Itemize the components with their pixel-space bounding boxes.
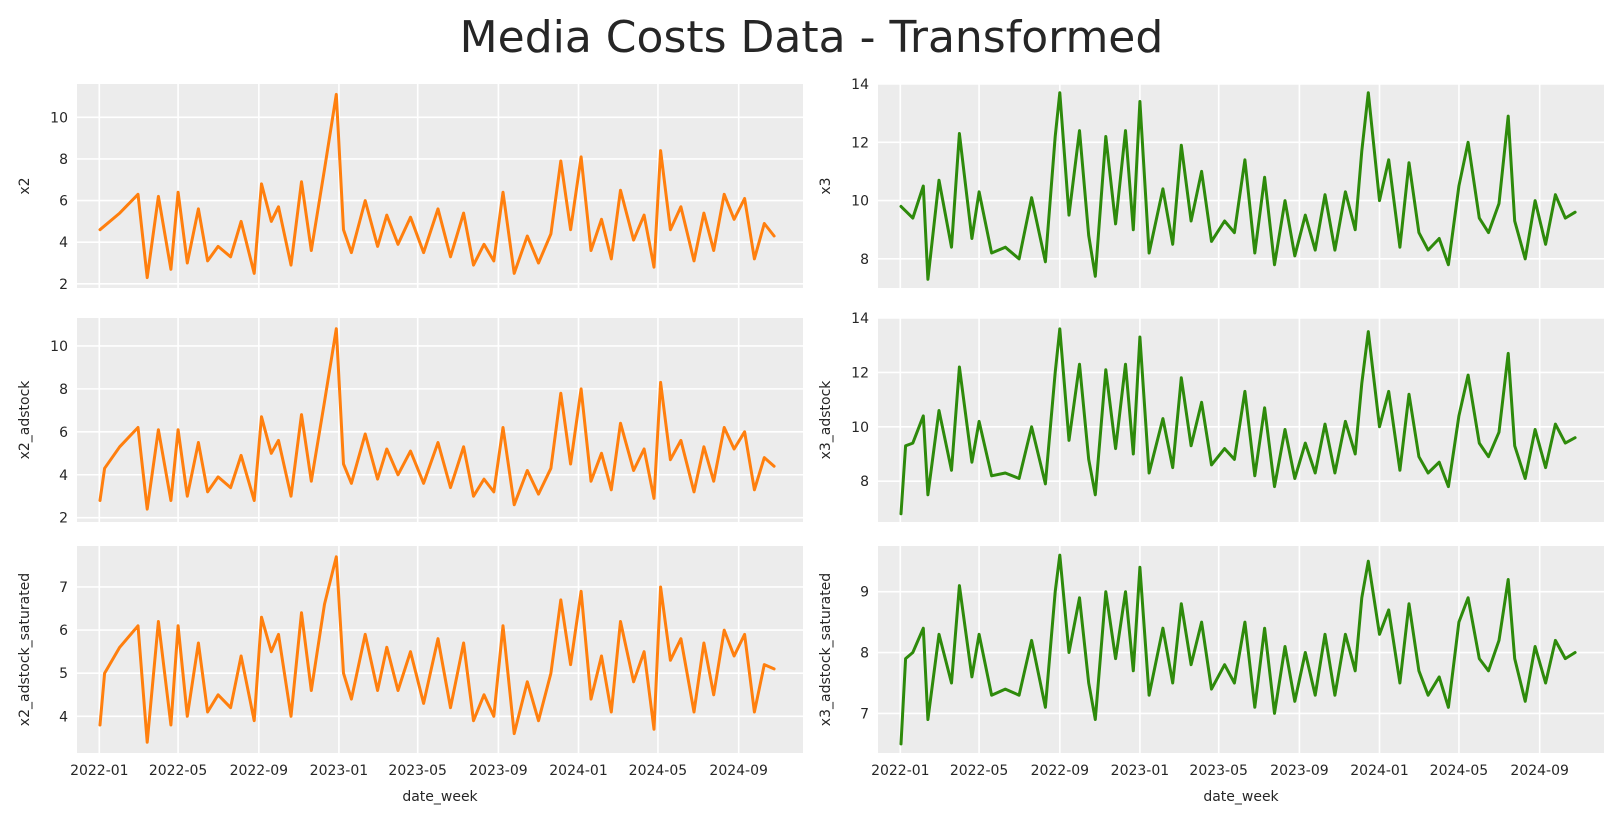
x-tick-label: 2022-09 <box>230 763 289 779</box>
x-tick-label: 2022-05 <box>149 763 208 779</box>
x-tick-label: 2024-01 <box>1350 763 1409 779</box>
y-tick-label: 10 <box>851 420 869 436</box>
y-tick-label: 8 <box>860 474 869 490</box>
panel-x2: 2 4 6 8 10 x2 <box>17 84 803 293</box>
y-axis-label: x2_adstock_saturated <box>17 573 33 726</box>
y-tick-label: 10 <box>50 339 68 355</box>
y-tick-label: 8 <box>860 252 869 268</box>
y-tick-label: 12 <box>851 135 869 151</box>
panel-x3_adstock: 8 10 12 14 x3_adstock <box>818 311 1604 522</box>
plot-background <box>77 318 803 522</box>
panel-x3: 8 10 12 14 x3 <box>818 77 1604 288</box>
x-tick-label: 2024-09 <box>709 763 768 779</box>
x-tick-label: 2022-01 <box>871 763 930 779</box>
series-line <box>98 327 776 511</box>
x-axis-label: date_week <box>402 789 478 805</box>
y-tick-label: 9 <box>860 585 869 601</box>
y-tick-label: 8 <box>59 152 68 168</box>
y-axis-label: x3 <box>818 177 834 194</box>
figure-title: Media Costs Data - Transformed <box>459 12 1164 63</box>
y-tick-label: 14 <box>851 311 869 327</box>
x-tick-label: 2023-05 <box>388 763 447 779</box>
y-tick-label: 8 <box>860 646 869 662</box>
y-tick-label: 2 <box>59 511 68 527</box>
series-line <box>899 91 1577 281</box>
y-tick-label: 7 <box>860 706 869 722</box>
panel-x3_adstock_saturated: 2022-01 2022-05 2022-09 2023-01 2023-05 2023-… <box>818 546 1604 805</box>
x-axis-label: date_week <box>1203 789 1279 805</box>
y-axis-label: x3_adstock <box>818 380 834 460</box>
x-tick-label: 2023-09 <box>469 763 528 779</box>
x-tick-label: 2022-05 <box>950 763 1009 779</box>
y-tick-label: 4 <box>59 468 68 484</box>
panel-x2_adstock: 2 4 6 8 10 x2_adstock <box>17 318 803 527</box>
x-tick-label: 2024-01 <box>549 763 608 779</box>
series-line <box>899 327 1577 516</box>
panel-x2_adstock_saturated: 2022-01 2022-05 2022-09 2023-01 2023-05 2023-… <box>17 546 803 805</box>
y-tick-label: 14 <box>851 77 869 93</box>
series-line <box>98 555 776 744</box>
x-tick-label: 2023-01 <box>310 763 369 779</box>
y-tick-label: 5 <box>59 666 68 682</box>
y-axis-label: x2 <box>17 177 33 194</box>
x-tick-label: 2023-05 <box>1189 763 1248 779</box>
x-tick-label: 2024-09 <box>1510 763 1569 779</box>
x-tick-label: 2022-09 <box>1031 763 1090 779</box>
x-tick-label: 2022-01 <box>70 763 129 779</box>
y-tick-label: 2 <box>59 277 68 293</box>
y-tick-label: 12 <box>851 365 869 381</box>
y-tick-label: 7 <box>59 580 68 596</box>
y-tick-label: 10 <box>50 110 68 126</box>
series-line <box>98 92 776 280</box>
y-tick-label: 4 <box>59 235 68 251</box>
y-tick-label: 4 <box>59 709 68 725</box>
y-tick-label: 6 <box>59 194 68 210</box>
y-axis-label: x3_adstock_saturated <box>818 573 834 726</box>
y-axis-label: x2_adstock <box>17 380 33 460</box>
y-tick-label: 6 <box>59 425 68 441</box>
y-tick-label: 10 <box>851 194 869 210</box>
x-tick-label: 2024-05 <box>1430 763 1489 779</box>
series-line <box>899 553 1577 746</box>
x-tick-label: 2023-09 <box>1270 763 1329 779</box>
y-tick-label: 6 <box>59 623 68 639</box>
y-tick-label: 8 <box>59 382 68 398</box>
x-tick-label: 2024-05 <box>629 763 688 779</box>
x-tick-label: 2023-01 <box>1111 763 1170 779</box>
